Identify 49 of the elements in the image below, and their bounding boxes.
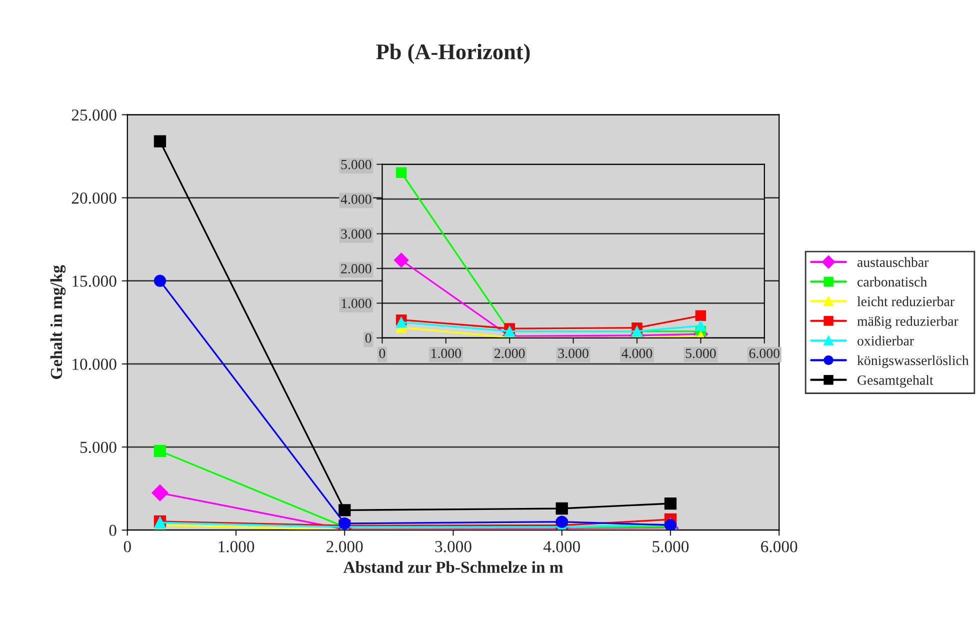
point [394, 252, 409, 268]
y-tick-label: 1.000 [342, 298, 372, 308]
legend-label: königswasserlöslich [857, 355, 969, 368]
y-tick-label: 15.000 [72, 276, 116, 287]
x-tick-label: 3.000 [558, 348, 588, 358]
x-tick-label: 5.000 [652, 541, 689, 552]
legend-label: mäßig reduzierbar [857, 316, 958, 329]
point [152, 484, 168, 502]
chart-title: Pb (A-Horizont) [376, 44, 530, 64]
legend-label: carbonatisch [858, 276, 927, 287]
legend-label: austauschbar [857, 257, 929, 267]
x-tick-label: 2.000 [326, 541, 363, 552]
y-tick-label: 25.000 [72, 109, 116, 121]
y-tick-label: 0 [109, 524, 116, 536]
point [338, 504, 351, 516]
x-axis-title: Abstand zur Pb-Schmelze in m [343, 561, 564, 573]
x-tick-label: 1.000 [431, 348, 461, 358]
x-tick-label: 6.000 [761, 541, 798, 552]
legend-label: leicht reduzierbar [857, 296, 954, 306]
y-tick-label: 4.000 [340, 194, 372, 204]
x-tick-label: 0 [379, 348, 386, 358]
point [154, 135, 166, 148]
point [154, 274, 166, 287]
point [556, 502, 568, 515]
point [695, 310, 706, 322]
y-axis-title: Gehalt in mg/kg [50, 265, 66, 379]
point [695, 320, 706, 332]
y-tick-label: 2.000 [341, 264, 372, 274]
point [556, 516, 568, 528]
x-tick-label: 2.000 [494, 348, 525, 358]
point [664, 497, 677, 510]
x-tick-label: 4.000 [622, 348, 652, 358]
y-tick-label: 20.000 [72, 192, 116, 204]
y-tick-label: 5.000 [80, 442, 116, 454]
legend-label: Gesamtgehalt [858, 375, 934, 388]
point [396, 316, 407, 328]
y-tick-label: 5.000 [341, 160, 372, 170]
x-tick-label: 1.000 [218, 541, 254, 552]
x-tick-label: 3.000 [435, 541, 472, 552]
x-tick-label: 0 [124, 541, 131, 552]
y-tick-label: 3.000 [341, 229, 372, 239]
x-tick-label: 5.000 [686, 348, 716, 358]
point [396, 167, 407, 178]
x-tick-label: 4.000 [543, 541, 580, 552]
y-tick-label: 0 [365, 333, 372, 343]
y-tick-label: 10.000 [72, 358, 116, 370]
point [154, 444, 166, 458]
legend-label: oxidierbar [858, 336, 914, 346]
x-tick-label: 6.000 [749, 348, 780, 358]
